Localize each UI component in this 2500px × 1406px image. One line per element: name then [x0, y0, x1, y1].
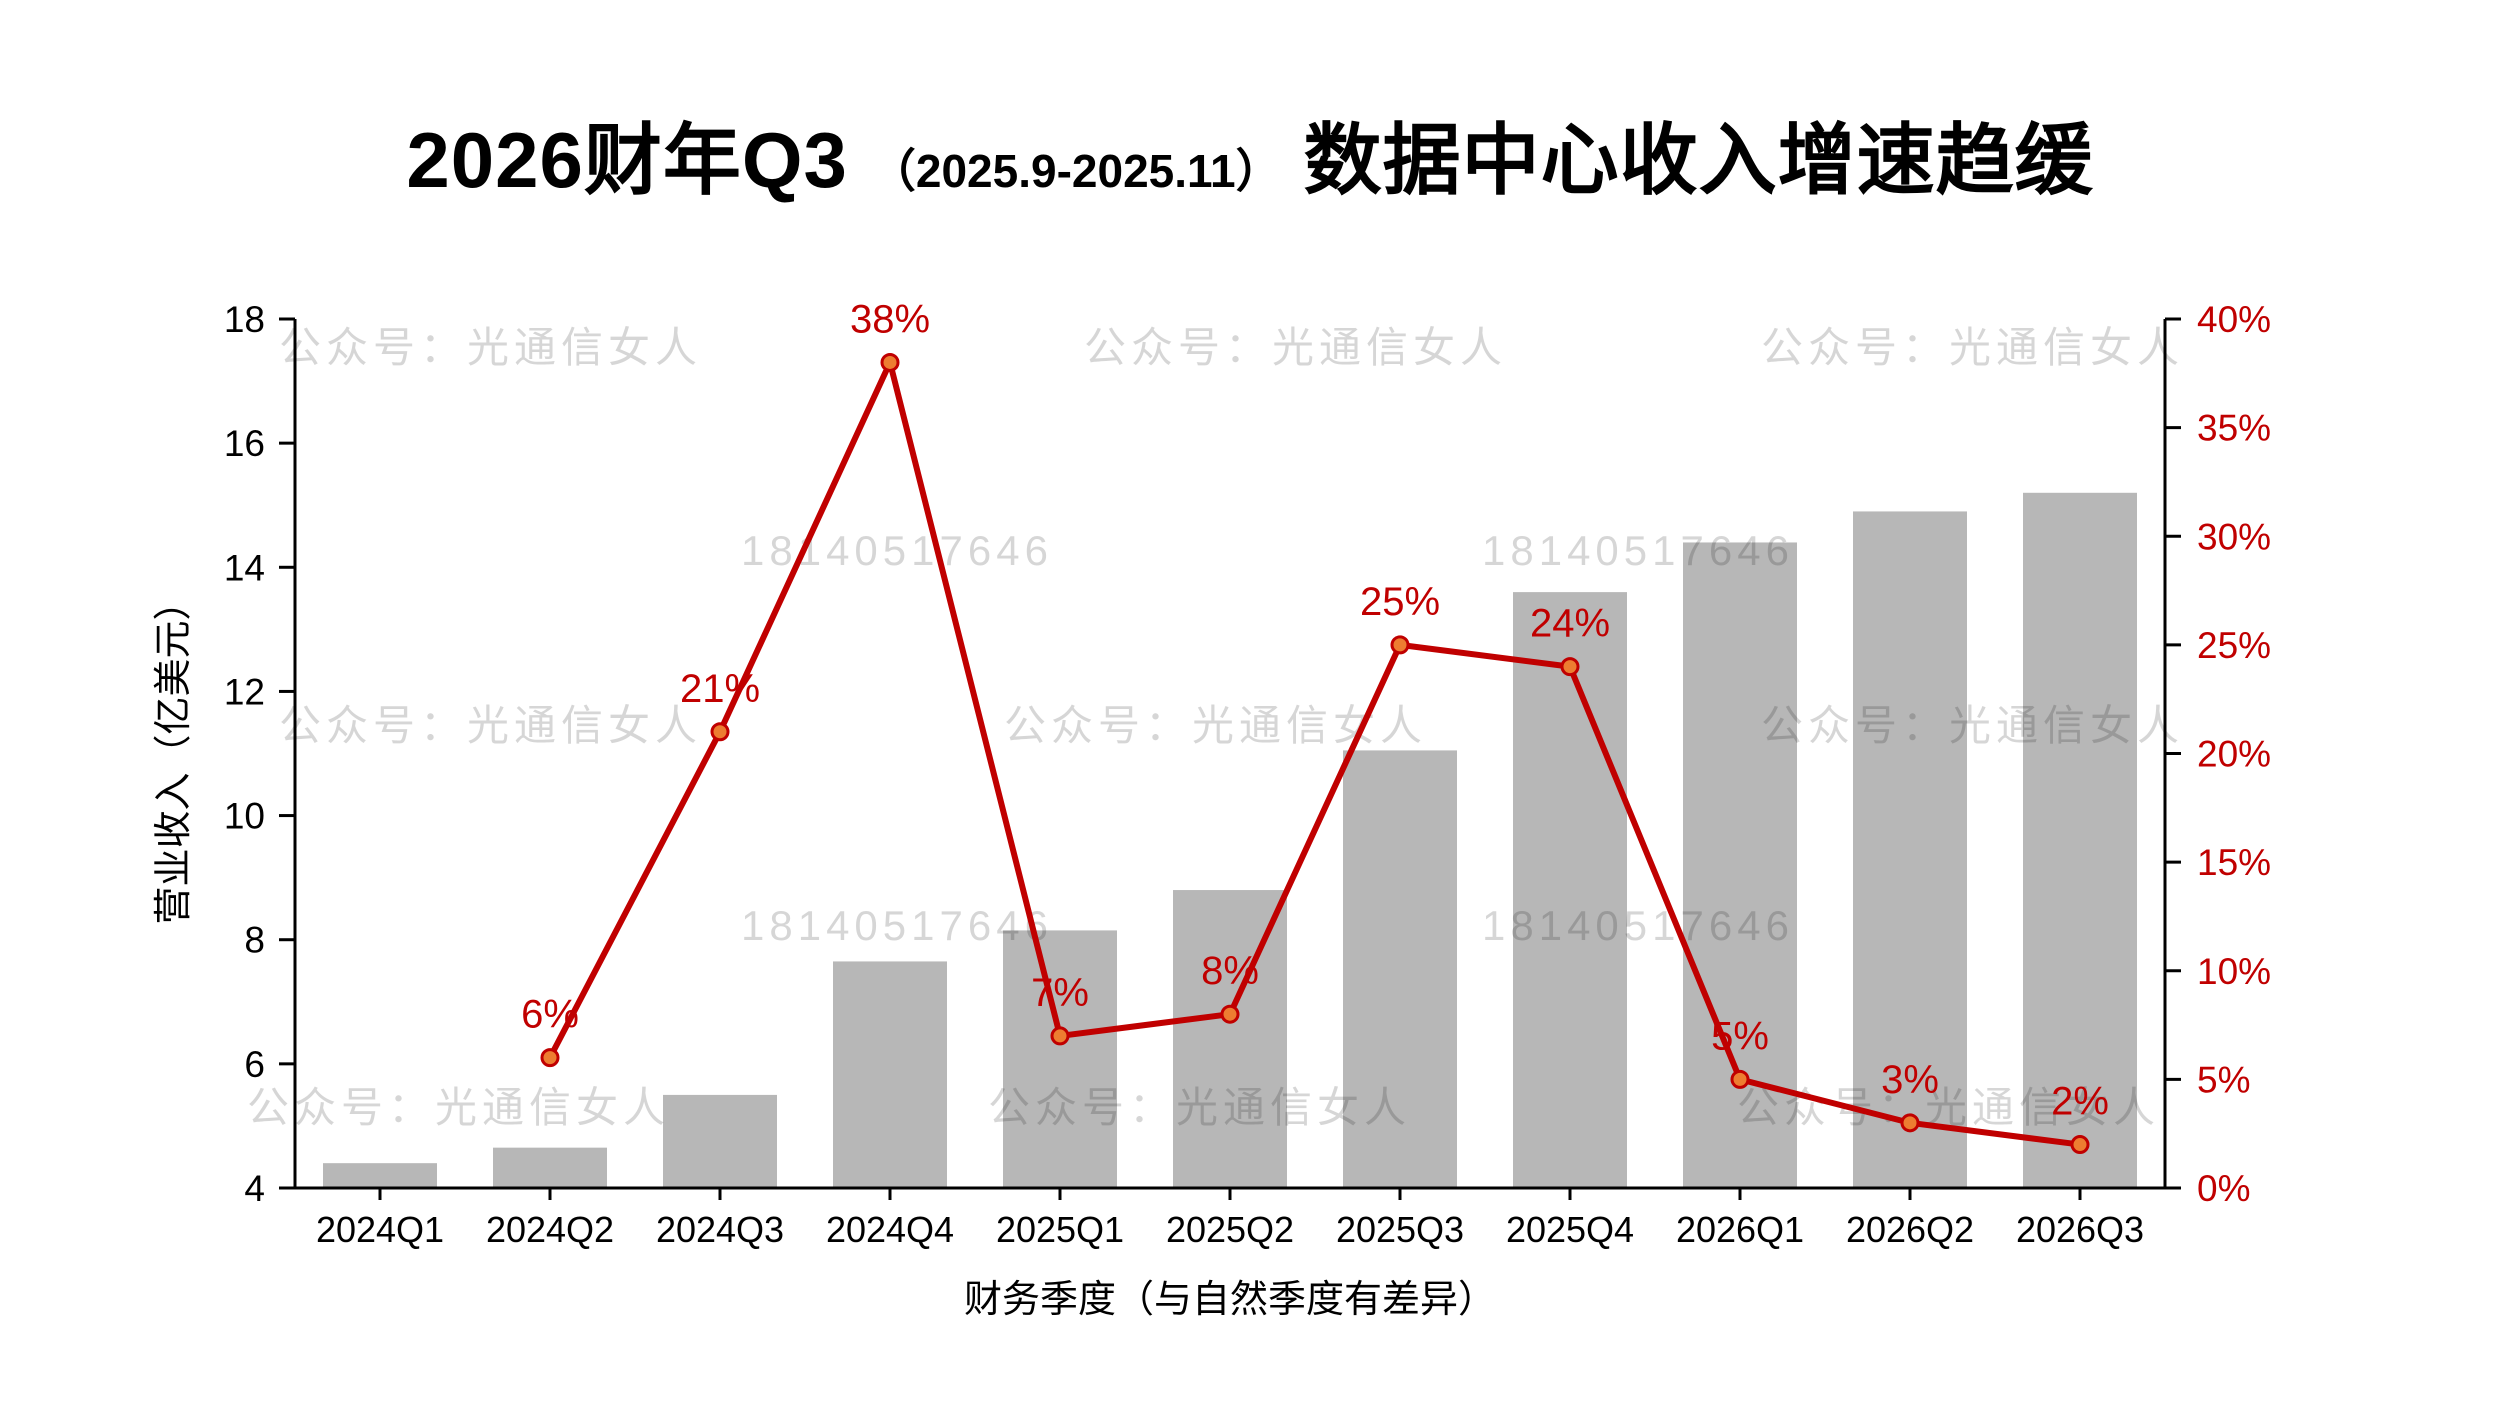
watermark-text: 18140517646 — [1482, 902, 1794, 949]
y-axis-label: 营业收入（亿美元） — [153, 582, 195, 924]
growth-data-label: 3% — [1881, 1058, 1939, 1102]
watermark-text: 公众号：光通信女人 — [1761, 324, 2184, 371]
bar-2024Q3 — [663, 1094, 777, 1188]
right-tick-label: 10% — [2197, 951, 2271, 992]
watermark-text: 公众号：光通信女人 — [988, 1084, 1411, 1131]
watermark-text: 公众号：光通信女人 — [279, 702, 702, 749]
left-tick-label: 4 — [244, 1168, 265, 1209]
bar-2024Q2 — [493, 1147, 607, 1188]
right-tick-label: 35% — [2197, 408, 2271, 449]
growth-marker — [1730, 1069, 1750, 1089]
title-main-prefix: 2026财年Q3 — [406, 116, 848, 204]
growth-marker — [1050, 1026, 1070, 1046]
page-title: 2026财年Q3 （2025.9-2025.11） 数据中心收入增速趋缓 — [0, 98, 2500, 210]
bar-2025Q2 — [1173, 890, 1287, 1188]
x-axis-label: 财务季度（与自然季度有差异） — [964, 1279, 1496, 1321]
title-date-range: （2025.9-2025.11） — [869, 145, 1282, 197]
growth-data-label: 5% — [1711, 1014, 1769, 1058]
axes — [279, 317, 2181, 1200]
growth-marker — [1560, 657, 1580, 677]
growth-data-label: 6% — [521, 993, 579, 1037]
left-tick-label: 14 — [224, 547, 265, 588]
growth-data-label: 8% — [1201, 949, 1259, 993]
watermark-text: 18140517646 — [741, 902, 1053, 949]
growth-data-label: 7% — [1031, 971, 1089, 1015]
left-tick-label: 18 — [224, 299, 265, 340]
left-tick-label: 10 — [224, 796, 265, 837]
x-tick-label: 2026Q3 — [2016, 1209, 2144, 1250]
growth-data-labels: 6% 21% 38% 7% 8% 25% 24% 5% 3% 2% — [521, 297, 2109, 1123]
watermark-text: 公众号：光通信女人 — [1084, 324, 1507, 371]
bar-2025Q3 — [1343, 750, 1457, 1188]
growth-marker — [540, 1048, 560, 1068]
watermark-text: 18140517646 — [1482, 527, 1794, 574]
bar-2024Q1 — [323, 1163, 437, 1188]
x-tick-label: 2024Q1 — [316, 1209, 444, 1250]
growth-line — [547, 359, 2081, 1148]
left-tick-label: 6 — [244, 1044, 265, 1085]
x-tick-label: 2024Q3 — [656, 1209, 784, 1250]
x-tick-label: 2025Q2 — [1166, 1209, 1294, 1250]
growth-markers — [540, 352, 2090, 1155]
right-tick-labels: 0% 5% 10% 15% 20% 25% 30% 35% 40% — [2197, 299, 2271, 1209]
bar-2026Q2 — [1853, 511, 1967, 1189]
right-tick-label: 20% — [2197, 734, 2271, 775]
right-tick-label: 40% — [2197, 299, 2271, 340]
left-tick-label: 16 — [224, 423, 265, 464]
watermark-text: 公众号：光通信女人 — [1004, 702, 1427, 749]
title-main-suffix: 数据中心收入增速趋缓 — [1303, 116, 2094, 204]
growth-marker — [1390, 635, 1410, 655]
bar-2025Q4 — [1513, 592, 1627, 1188]
x-tick-label: 2024Q2 — [486, 1209, 614, 1250]
left-tick-label: 12 — [224, 671, 265, 712]
bar-2025Q1 — [1003, 930, 1117, 1188]
watermark-text: 公众号：光通信女人 — [1737, 1084, 2160, 1131]
left-tick-labels: 4 6 8 10 12 14 16 18 — [224, 299, 265, 1209]
growth-data-label: 24% — [1530, 602, 1610, 646]
x-tick-label: 2026Q1 — [1676, 1209, 1804, 1250]
growth-marker — [880, 352, 900, 372]
growth-data-label: 21% — [680, 667, 760, 711]
right-tick-label: 15% — [2197, 842, 2271, 883]
x-tick-label: 2025Q4 — [1506, 1209, 1634, 1250]
right-tick-label: 30% — [2197, 516, 2271, 557]
watermark-text: 公众号：光通信女人 — [247, 1084, 670, 1131]
watermark-text: 18140517646 — [741, 527, 1053, 574]
growth-marker — [1220, 1004, 1240, 1024]
right-tick-label: 25% — [2197, 625, 2271, 666]
watermark-text: 公众号：光通信女人 — [1761, 702, 2184, 749]
growth-marker — [1900, 1113, 1920, 1133]
x-tick-label: 2025Q1 — [996, 1209, 1124, 1250]
x-tick-label: 2024Q4 — [826, 1209, 954, 1250]
growth-marker — [710, 722, 730, 742]
growth-marker — [2070, 1135, 2090, 1155]
x-tick-label: 2025Q3 — [1336, 1209, 1464, 1250]
right-tick-label: 0% — [2197, 1168, 2250, 1209]
right-tick-label: 5% — [2197, 1059, 2250, 1100]
x-tick-labels: 2024Q1 2024Q2 2024Q3 2024Q4 2025Q1 2025Q2 2025… — [316, 1209, 2144, 1250]
bar-2026Q3 — [2023, 492, 2137, 1188]
bar-2024Q4 — [833, 961, 947, 1188]
left-tick-label: 8 — [244, 920, 265, 961]
growth-data-label: 25% — [1360, 580, 1440, 624]
x-tick-label: 2026Q2 — [1846, 1209, 1974, 1250]
growth-data-label: 2% — [2051, 1080, 2109, 1124]
watermark-text: 公众号：光通信女人 — [279, 324, 702, 371]
revenue-bars — [323, 492, 2137, 1189]
growth-data-label: 38% — [850, 297, 930, 341]
